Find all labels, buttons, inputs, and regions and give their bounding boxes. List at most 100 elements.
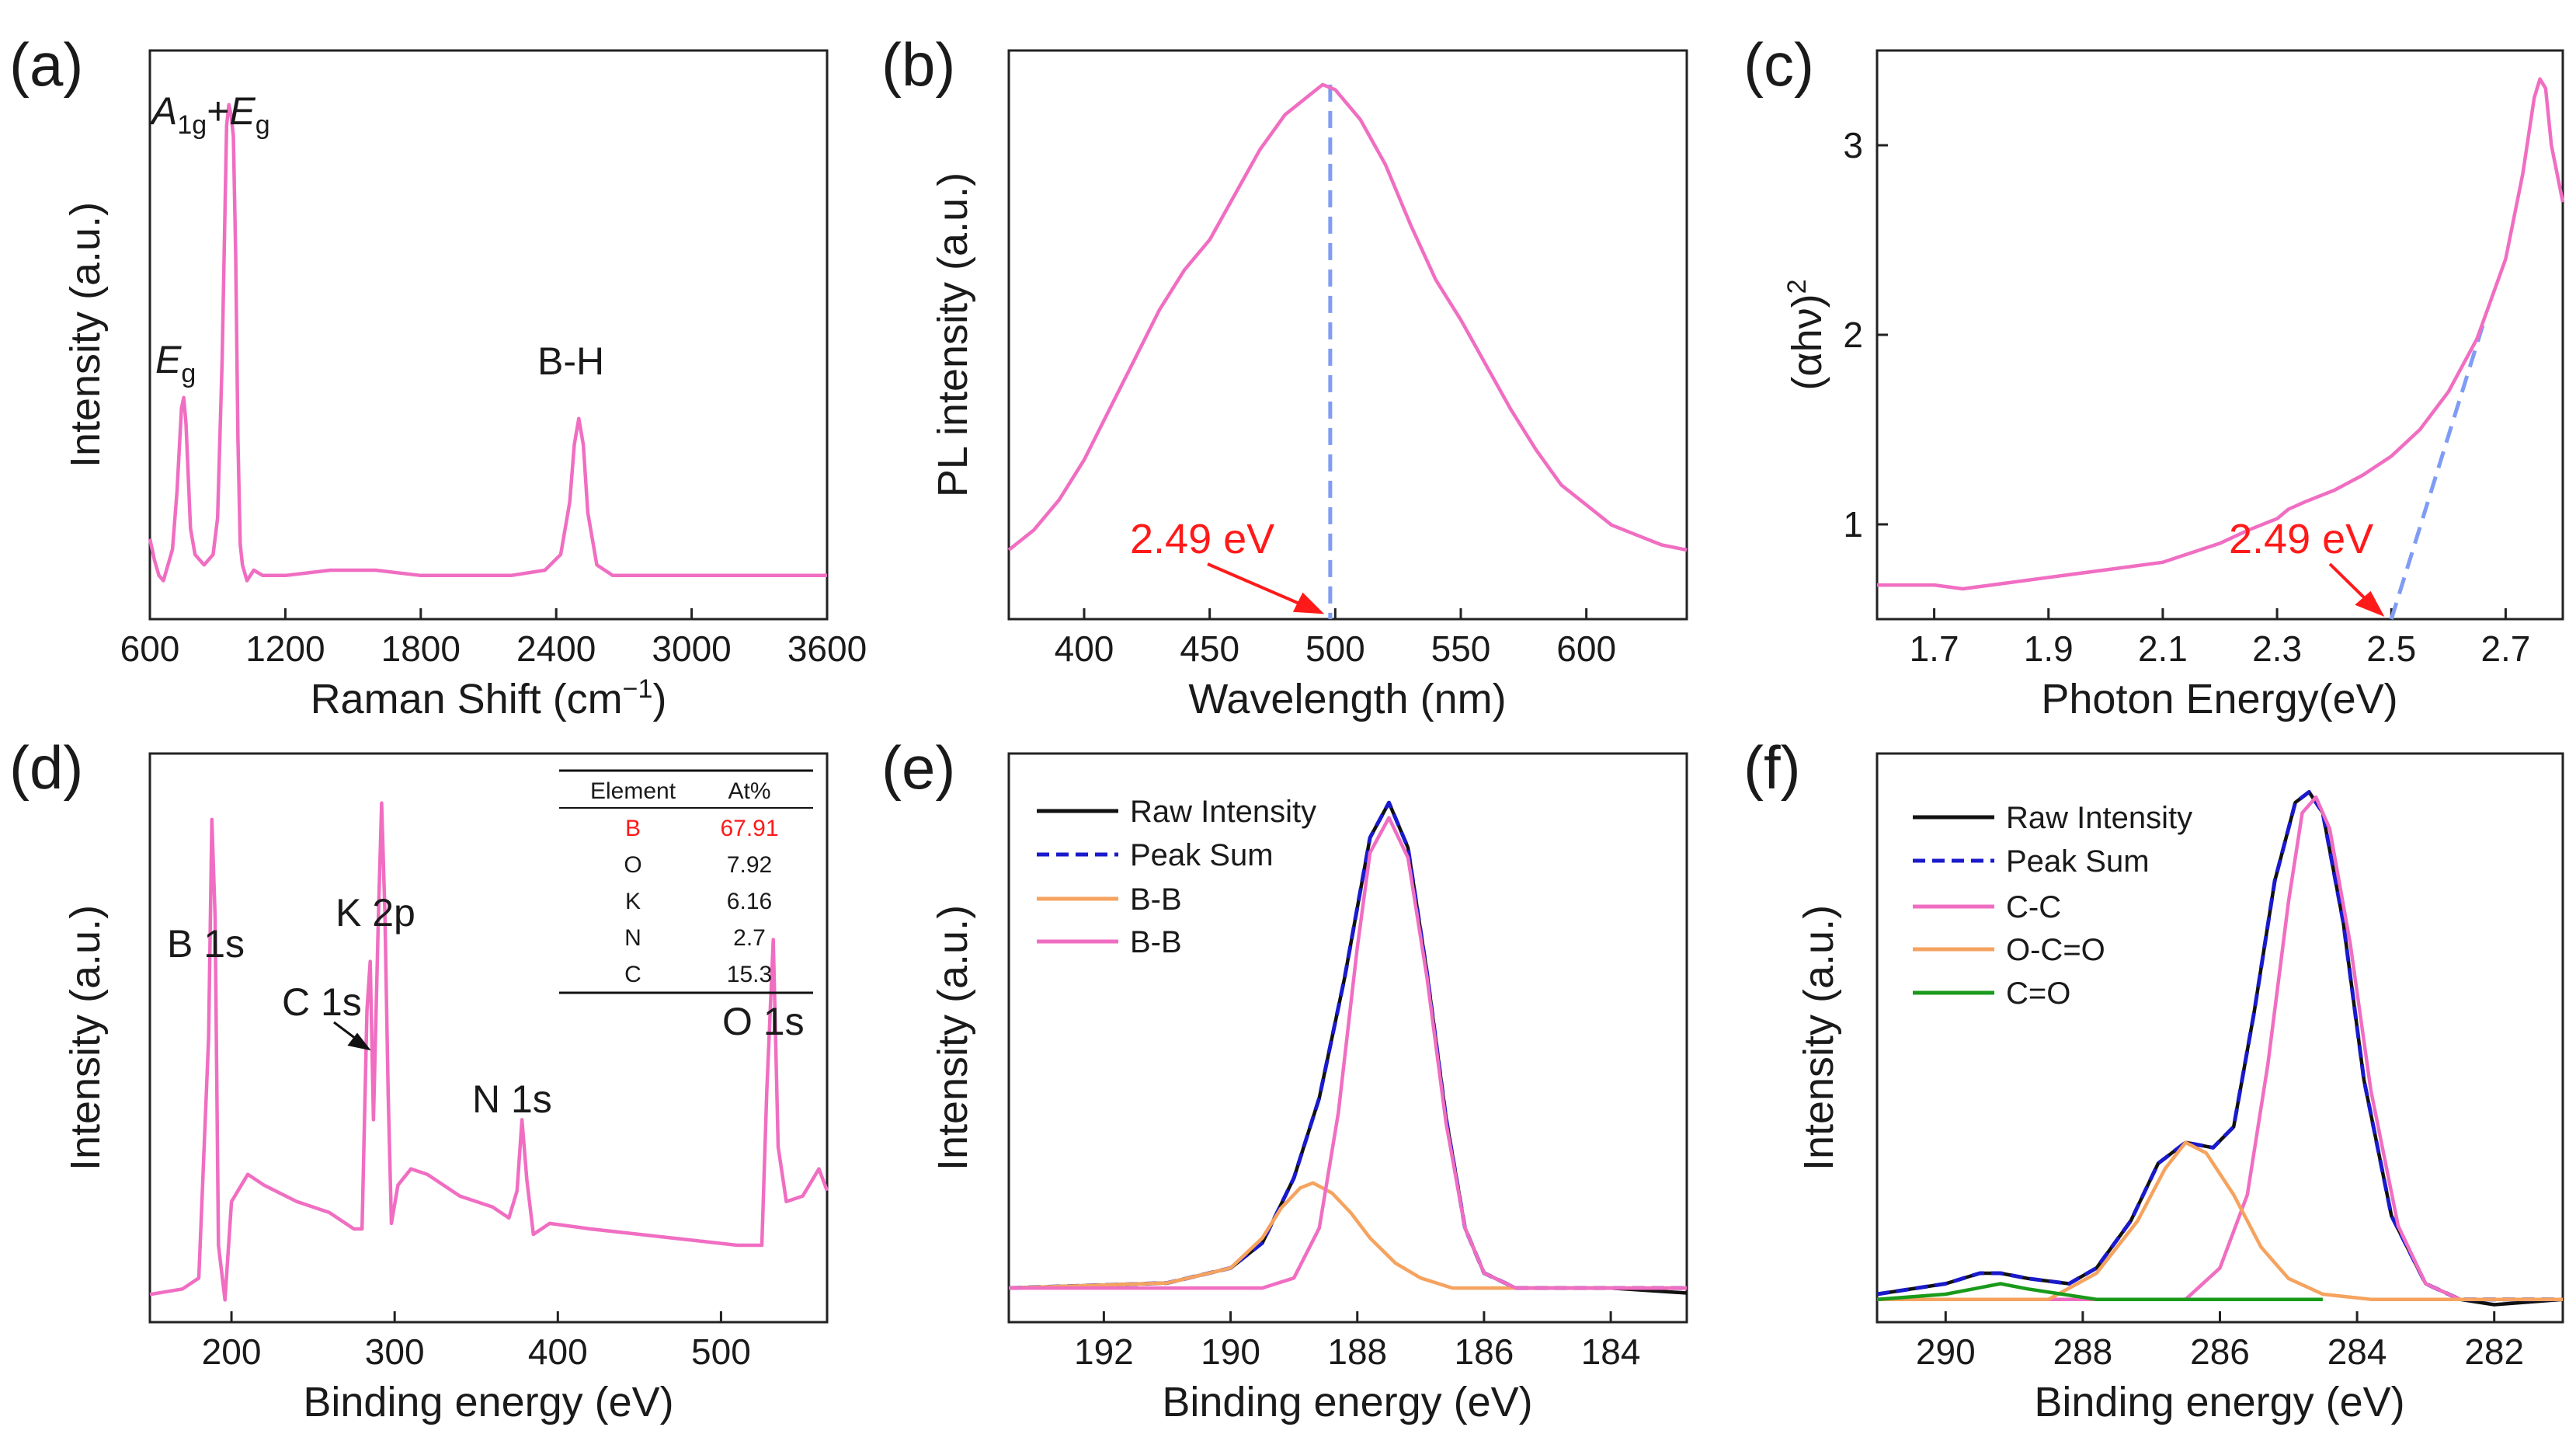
- x-tick-label: 450: [1180, 628, 1239, 669]
- y-axis-title-c: (αhν)2: [1782, 279, 1830, 390]
- bandgap-arrow-b: [1207, 562, 1325, 614]
- table-cell-value-k: 6.16: [727, 889, 772, 914]
- plot-frame-a: [148, 49, 829, 621]
- y-axis-title-f: Intensity (a.u.): [1796, 905, 1842, 1171]
- panel-d: (d) 200 300 400 500 Binding energy (eV) Int…: [9, 733, 829, 1425]
- x-axis-title-a: Raman Shift (cm−1): [311, 674, 667, 722]
- peak-label-eg: Eg: [155, 338, 196, 388]
- table-cell-element-b: B: [625, 816, 641, 841]
- x-ticks-e: 192 190 188 186 184: [1074, 1311, 1640, 1372]
- x-tick-label: 286: [2190, 1331, 2250, 1372]
- bandgap-label-c: 2.49 eV: [2229, 516, 2373, 562]
- x-tick-label: 2400: [516, 628, 596, 669]
- x-tick-label: 550: [1431, 628, 1491, 669]
- plot-frame-b: [1007, 49, 1688, 621]
- table-cell-element-k: K: [625, 889, 641, 914]
- legend-label-sum-e: Peak Sum: [1130, 838, 1274, 872]
- y-axis-title-a: Intensity (a.u.): [62, 202, 109, 468]
- x-tick-label: 400: [1055, 628, 1114, 669]
- x-tick-label: 2.1: [2138, 628, 2188, 669]
- table-cell-element-n: N: [624, 925, 641, 951]
- legend-label-occo-f: O-C=O: [2006, 933, 2105, 967]
- bandgap-arrow-c: [2328, 562, 2385, 617]
- plot-frame-e: [1007, 752, 1688, 1324]
- x-ticks-f: 290 288 286 284 282: [1916, 1311, 2524, 1372]
- panel-b: (b) 400 450 500 550 600 Wavelength (nm) PL i…: [881, 30, 1688, 722]
- series-f: [1876, 790, 2564, 1307]
- x-tick-label: 184: [1581, 1331, 1641, 1372]
- panel-a: (a) 600 1200 1800 2400 3000 3600 Raman Shift …: [9, 30, 867, 722]
- panel-label-c: (c): [1743, 30, 1814, 99]
- series-line-raman-0: [148, 103, 827, 583]
- table-cell-element-c: C: [624, 962, 641, 987]
- x-tick-label: 200: [202, 1331, 262, 1372]
- panel-label-e: (e): [881, 733, 955, 802]
- panel-label-a: (a): [9, 30, 83, 99]
- y-axis-title-e: Intensity (a.u.): [930, 905, 976, 1171]
- panel-c: (c) 1.7 1.9 2.1 2.3 2.5 2.7 1 2 3 Photon Energy(…: [1743, 30, 2565, 722]
- legend-label-sum-f: Peak Sum: [2006, 844, 2150, 879]
- legend-label-co-f: C=O: [2006, 976, 2070, 1011]
- peak-label-b1s: B 1s: [167, 922, 245, 966]
- peak-label-n1s: N 1s: [472, 1077, 552, 1121]
- x-tick-label: 600: [120, 628, 180, 669]
- legend-label-bb2-e: B-B: [1130, 925, 1182, 959]
- x-tick-label: 192: [1074, 1331, 1134, 1372]
- legend-label-bb1-e: B-B: [1130, 882, 1182, 917]
- panel-f: (f) 290 288 286 284 282 Binding energy (eV) …: [1743, 733, 2564, 1425]
- x-axis-title-d: Binding energy (eV): [303, 1379, 673, 1425]
- legend-label-cc-f: C-C: [2006, 890, 2061, 924]
- series-line-b-b-2: [1008, 1181, 1687, 1290]
- plot-frame-c: [1876, 49, 2564, 621]
- series-line-peak-sum-1: [1008, 800, 1687, 1290]
- x-tick-label: 500: [691, 1331, 751, 1372]
- table-header-at-pct: At%: [728, 778, 770, 804]
- tauc-fit-line-c: [2389, 325, 2485, 620]
- series-e: [1008, 800, 1688, 1295]
- x-tick-label: 2.5: [2366, 628, 2416, 669]
- x-tick-label: 400: [528, 1331, 588, 1372]
- peak-label-c1s: C 1s: [282, 980, 362, 1024]
- legend-label-raw-e: Raw Intensity: [1130, 795, 1316, 829]
- panel-e: (e) 192 190 188 186 184 Binding energy (eV) …: [881, 733, 1688, 1425]
- series-line-peak-sum-1: [1876, 790, 2563, 1302]
- plot-frame-f: [1876, 752, 2564, 1324]
- series-line-raw-intensity-0: [1008, 800, 1688, 1295]
- y-tick-label: 2: [1843, 315, 1863, 355]
- series-line-c-o-4: [1876, 1282, 2323, 1301]
- x-ticks-a: 600 1200 1800 2400 3000 3600: [120, 608, 867, 669]
- peak-label-o1s: O 1s: [722, 1000, 805, 1043]
- x-ticks-b: 400 450 500 550 600: [1055, 608, 1616, 669]
- x-ticks-d: 200 300 400 500: [202, 1311, 751, 1372]
- peak-label-a1g-eg: A1g+Eg: [149, 89, 270, 140]
- x-axis-title-c: Photon Energy(eV): [2041, 676, 2397, 722]
- series-a: [148, 103, 827, 583]
- x-tick-label: 1.7: [1910, 628, 1959, 669]
- legend-f: Raw Intensity Peak Sum C-C O-C=O C=O: [1913, 801, 2192, 1011]
- x-tick-label: 1200: [245, 628, 325, 669]
- y-tick-label: 3: [1843, 125, 1863, 165]
- legend-e: Raw Intensity Peak Sum B-B B-B: [1037, 795, 1316, 959]
- series-line-tauc-0: [1877, 77, 2565, 591]
- peak-label-b-h: B-H: [537, 339, 604, 383]
- y-axis-title-d: Intensity (a.u.): [62, 905, 109, 1171]
- x-tick-label: 284: [2327, 1331, 2387, 1372]
- panel-label-d: (d): [9, 733, 83, 802]
- series-b: [1007, 82, 1688, 552]
- x-axis-title-e: Binding energy (eV): [1162, 1379, 1532, 1425]
- x-tick-label: 288: [2053, 1331, 2113, 1372]
- series-line-raw-intensity-0: [1876, 790, 2564, 1307]
- bandgap-label-b: 2.49 eV: [1130, 516, 1274, 562]
- x-tick-label: 290: [1916, 1331, 1976, 1372]
- c1s-arrow: [333, 1021, 371, 1051]
- panel-label-b: (b): [881, 30, 955, 99]
- peak-label-k2p: K 2p: [335, 891, 415, 935]
- legend-label-raw-f: Raw Intensity: [2006, 801, 2192, 835]
- x-tick-label: 1800: [381, 628, 461, 669]
- panel-label-f: (f): [1743, 733, 1801, 802]
- y-axis-title-b: PL intensity (a.u.): [930, 172, 976, 497]
- table-cell-value-b: 67.91: [720, 816, 778, 841]
- x-tick-label: 2.7: [2480, 628, 2530, 669]
- table-cell-value-o: 7.92: [727, 852, 772, 878]
- x-tick-label: 188: [1327, 1331, 1387, 1372]
